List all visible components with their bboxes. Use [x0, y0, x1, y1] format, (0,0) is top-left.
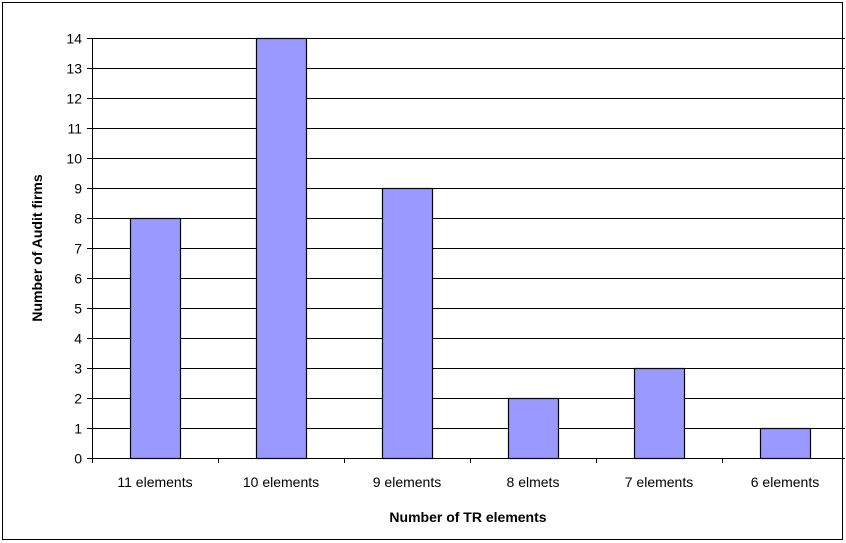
x-tick-labels: 11 elements 10 elements 9 elements 8 elmets…: [117, 458, 819, 490]
y-axis-title: Number of Audit firms: [29, 174, 45, 321]
y-tick-label: 5: [74, 301, 82, 317]
y-tick-label: 8: [74, 211, 82, 227]
y-tick-label: 14: [66, 31, 82, 47]
x-tick-label: 6 elements: [751, 474, 819, 490]
x-tick-label: 7 elements: [625, 474, 693, 490]
y-tick-label: 1: [74, 421, 82, 437]
y-tick-label: 10: [66, 151, 82, 167]
y-tick-label: 2: [74, 391, 82, 407]
y-tick-label: 12: [66, 91, 82, 107]
y-tick-label: 9: [74, 181, 82, 197]
x-tick-label: 10 elements: [243, 474, 319, 490]
bar: [507, 397, 560, 460]
bar: [255, 37, 308, 460]
bar: [381, 187, 434, 460]
gridlines: [92, 38, 845, 429]
bar: [633, 367, 686, 460]
y-tick-label: 0: [74, 451, 82, 467]
x-tick-label: 8 elmets: [507, 474, 560, 490]
y-tick-label: 13: [66, 61, 82, 77]
x-tick-label: 9 elements: [373, 474, 441, 490]
x-axis-title: Number of TR elements: [389, 509, 546, 525]
x-tick-label: 11 elements: [117, 474, 192, 490]
y-tick-label: 7: [74, 241, 82, 257]
y-tick-label: 11: [67, 121, 82, 137]
y-tick-label: 4: [74, 331, 82, 347]
y-tick-label: 3: [74, 361, 82, 377]
y-tick-label: 6: [74, 271, 82, 287]
bars: [129, 37, 812, 460]
bar: [129, 217, 182, 460]
axes: [87, 38, 845, 463]
bar: [759, 427, 812, 460]
